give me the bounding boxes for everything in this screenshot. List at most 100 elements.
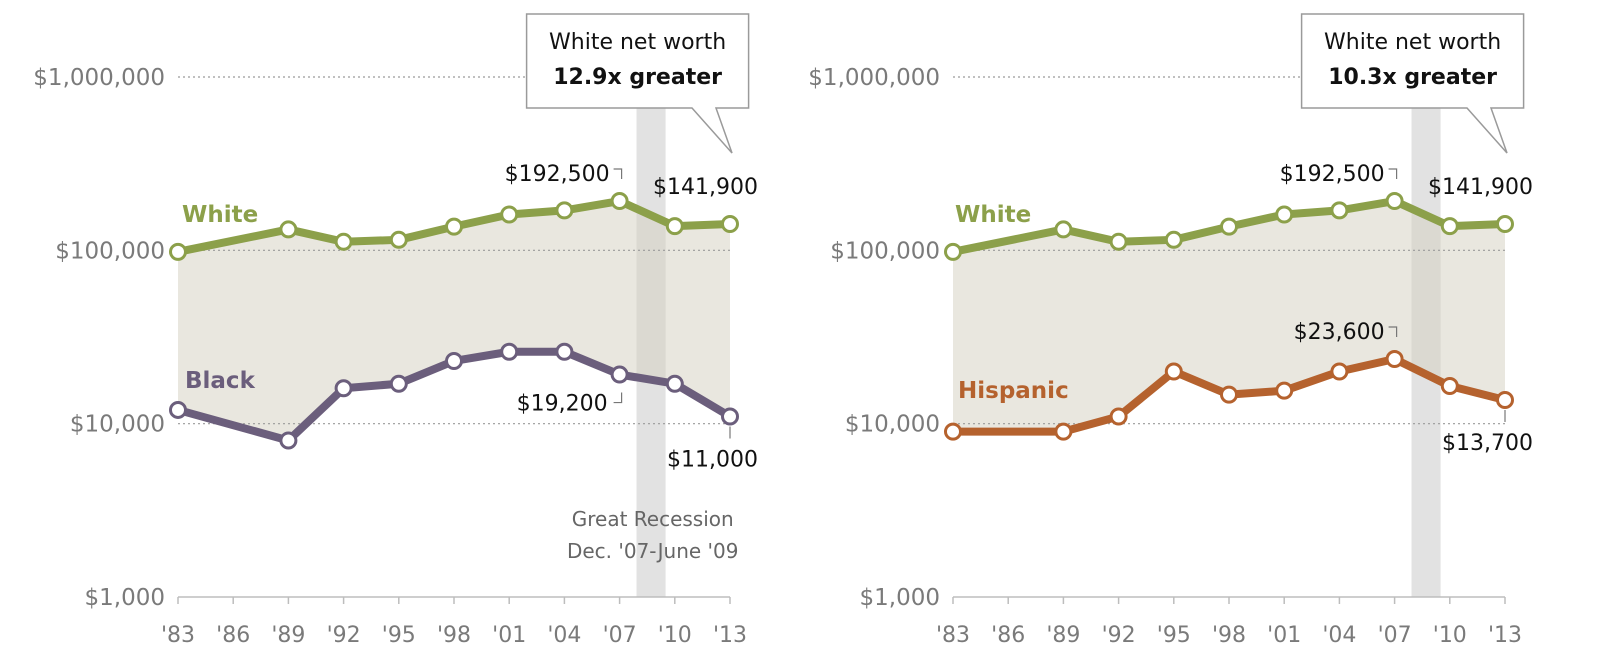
- recession-note-line1: Great Recession: [572, 507, 734, 531]
- x-tick-label: '01: [1267, 623, 1301, 648]
- x-tick-label: '98: [437, 623, 471, 648]
- callout-line1: White net worth: [1324, 30, 1501, 55]
- data-point: [665, 217, 684, 236]
- x-tick-label: '13: [1488, 623, 1522, 648]
- data-point: [1330, 201, 1349, 220]
- data-point: [389, 230, 408, 249]
- series-label-hispanic: Hispanic: [958, 378, 1069, 404]
- data-point: [721, 214, 739, 233]
- x-tick-label: '10: [1433, 623, 1467, 648]
- series-line-black: [174, 347, 734, 445]
- x-tick-label: '13: [713, 623, 747, 648]
- x-tick-label: '83: [161, 623, 195, 648]
- data-point: [1496, 214, 1514, 233]
- leader-line: [1388, 168, 1398, 180]
- data-point: [1330, 362, 1349, 381]
- value-label-white-2007: $192,500: [1280, 162, 1385, 187]
- x-tick-label: '98: [1212, 623, 1246, 648]
- callout-line1: White net worth: [549, 30, 726, 55]
- series-label-black: Black: [185, 368, 256, 394]
- leader-line: [613, 392, 623, 404]
- callout-box: [1300, 13, 1525, 154]
- y-tick-label: $100,000: [830, 238, 940, 264]
- data-point: [1440, 376, 1459, 395]
- callout-box: [525, 13, 750, 154]
- x-tick-label: '86: [991, 623, 1025, 648]
- leader-line: [1388, 326, 1398, 338]
- y-tick-label: $100,000: [55, 238, 165, 264]
- data-point: [944, 422, 962, 441]
- data-point: [334, 379, 353, 398]
- data-point: [610, 365, 629, 384]
- data-point: [445, 351, 463, 370]
- x-tick-label: '07: [1378, 623, 1412, 648]
- data-point: [1496, 390, 1514, 409]
- x-tick-label: '04: [1322, 623, 1356, 648]
- x-tick-label: '95: [382, 623, 416, 648]
- series-label-white: White: [182, 202, 258, 228]
- data-point: [1440, 217, 1459, 236]
- y-tick-label: $10,000: [845, 412, 940, 438]
- data-point: [610, 192, 629, 211]
- leader-line: [613, 168, 623, 180]
- y-tick-label: $1,000,000: [33, 65, 165, 91]
- value-label-minority-2007: $19,200: [517, 392, 608, 417]
- x-tick-label: '01: [492, 623, 526, 648]
- data-point: [721, 407, 739, 426]
- data-point: [1109, 407, 1128, 426]
- gap-area: [178, 201, 730, 441]
- callout-line2: 10.3x greater: [1328, 65, 1497, 90]
- data-point: [445, 217, 463, 236]
- data-point: [500, 205, 519, 224]
- value-label-white-2013: $141,900: [1428, 175, 1533, 200]
- value-label-minority-2007: $23,600: [1294, 320, 1385, 345]
- x-tick-label: '04: [547, 623, 581, 648]
- value-label-minority-2013: $13,700: [1442, 431, 1533, 456]
- data-point: [500, 342, 519, 361]
- value-label-white-2007: $192,500: [505, 162, 610, 187]
- x-tick-label: '95: [1157, 623, 1191, 648]
- x-tick-label: '92: [327, 623, 361, 648]
- data-point: [1275, 205, 1294, 224]
- data-point: [1275, 381, 1294, 400]
- data-point: [944, 242, 962, 261]
- series-line-hispanic: [949, 355, 1509, 436]
- gap-area: [953, 201, 1505, 432]
- y-tick-label: $1,000: [85, 585, 165, 611]
- data-point: [169, 242, 187, 261]
- data-point: [1164, 230, 1183, 249]
- data-point: [1220, 385, 1238, 404]
- data-point: [1385, 192, 1404, 211]
- data-point: [169, 400, 187, 419]
- value-label-minority-2013: $11,000: [667, 447, 758, 472]
- data-point: [1054, 220, 1073, 239]
- value-label-white-2013: $141,900: [653, 175, 758, 200]
- data-point: [389, 374, 408, 393]
- x-tick-label: '83: [936, 623, 970, 648]
- x-tick-label: '89: [271, 623, 305, 648]
- chart-panel-1: $1,000 $10,000 $100,000 $1,000,000 '83 '86 '89…: [33, 13, 758, 648]
- data-point: [1054, 422, 1073, 441]
- data-point: [279, 431, 298, 450]
- data-point: [1385, 350, 1404, 369]
- x-tick-label: '07: [603, 623, 637, 648]
- y-tick-label: $1,000,000: [808, 65, 940, 91]
- callout-line2: 12.9x greater: [553, 65, 722, 90]
- recession-note-line2: Dec. '07-June '09: [567, 539, 739, 563]
- data-point: [1220, 217, 1238, 236]
- x-tick-label: '89: [1046, 623, 1080, 648]
- series-label-white: White: [955, 202, 1031, 228]
- y-tick-label: $1,000: [860, 585, 940, 611]
- data-point: [334, 232, 353, 251]
- chart-panel-2: $1,000 $10,000 $100,000 $1,000,000 '83 '86 '89…: [808, 13, 1533, 648]
- y-tick-label: $10,000: [70, 412, 165, 438]
- data-point: [1109, 232, 1128, 251]
- series-line-white: [174, 197, 734, 256]
- data-point: [1164, 362, 1183, 381]
- x-tick-label: '92: [1102, 623, 1136, 648]
- x-tick-label: '86: [216, 623, 250, 648]
- series-line-white: [949, 197, 1509, 256]
- data-point: [555, 201, 574, 220]
